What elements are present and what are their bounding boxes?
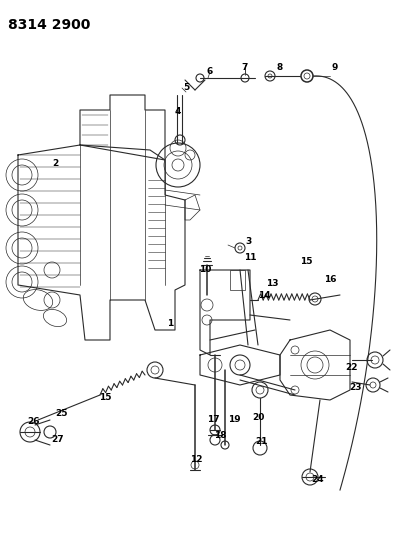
Text: 15: 15: [99, 393, 111, 402]
Text: 16: 16: [324, 276, 336, 285]
Text: 17: 17: [207, 416, 219, 424]
Text: 25: 25: [56, 408, 68, 417]
Text: 24: 24: [312, 475, 324, 484]
Text: 12: 12: [190, 456, 202, 464]
Text: 20: 20: [252, 414, 264, 423]
Bar: [230, 270, 245, 290]
Text: 22: 22: [346, 364, 358, 373]
Text: 13: 13: [266, 279, 278, 287]
Text: 11: 11: [244, 254, 256, 262]
Text: 5: 5: [183, 84, 189, 93]
Text: 15: 15: [300, 257, 312, 266]
Text: 1: 1: [167, 319, 173, 327]
Text: 8: 8: [277, 62, 283, 71]
Text: 26: 26: [28, 417, 40, 426]
Text: 19: 19: [228, 416, 240, 424]
Text: 9: 9: [332, 62, 338, 71]
Text: 14: 14: [258, 290, 270, 300]
Text: 18: 18: [214, 431, 226, 440]
Text: 23: 23: [350, 383, 362, 392]
Text: 3: 3: [245, 238, 251, 246]
Text: 4: 4: [175, 108, 181, 117]
Text: 27: 27: [52, 435, 64, 445]
Text: 7: 7: [242, 63, 248, 72]
Text: 6: 6: [207, 68, 213, 77]
Text: 10: 10: [199, 265, 211, 274]
Text: 2: 2: [52, 158, 58, 167]
Text: 21: 21: [256, 438, 268, 447]
Text: 8314 2900: 8314 2900: [8, 18, 90, 32]
